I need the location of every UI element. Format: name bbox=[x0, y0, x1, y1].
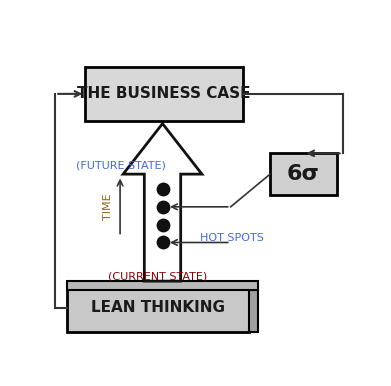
Text: LEAN THINKING: LEAN THINKING bbox=[91, 300, 225, 315]
Text: TIME: TIME bbox=[103, 193, 113, 220]
FancyBboxPatch shape bbox=[249, 290, 258, 332]
Polygon shape bbox=[123, 124, 202, 281]
Point bbox=[160, 204, 166, 210]
Point bbox=[160, 239, 166, 245]
Text: 6σ: 6σ bbox=[287, 164, 320, 184]
Text: (CURRENT STATE): (CURRENT STATE) bbox=[108, 272, 208, 282]
Point bbox=[160, 186, 166, 192]
Text: THE BUSINESS CASE: THE BUSINESS CASE bbox=[77, 86, 251, 102]
Text: HOT SPOTS: HOT SPOTS bbox=[201, 233, 264, 243]
Point bbox=[160, 222, 166, 228]
Text: (FUTURE STATE): (FUTURE STATE) bbox=[76, 160, 166, 170]
FancyBboxPatch shape bbox=[67, 281, 258, 290]
FancyBboxPatch shape bbox=[67, 284, 249, 332]
FancyBboxPatch shape bbox=[270, 153, 337, 195]
FancyBboxPatch shape bbox=[85, 67, 243, 120]
